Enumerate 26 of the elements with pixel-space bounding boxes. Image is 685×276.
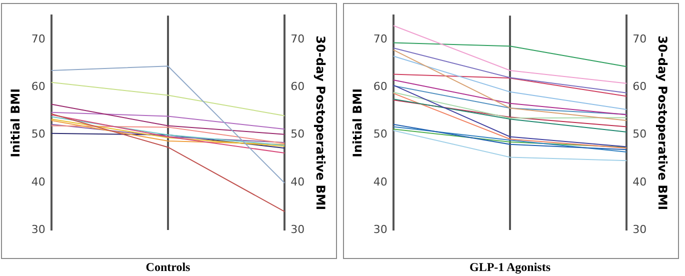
y2-tick-label: 50 bbox=[632, 128, 647, 141]
y2-tick-label: 60 bbox=[632, 80, 647, 93]
y-tick-label: 30 bbox=[373, 223, 388, 236]
y2-tick-label: 50 bbox=[290, 128, 305, 141]
y-tick-label: 50 bbox=[373, 128, 388, 141]
y-tick-label: 50 bbox=[31, 128, 46, 141]
y-tick-label: 60 bbox=[31, 80, 46, 93]
y2-axis-title: 30-day Postoperative BMI bbox=[314, 36, 328, 210]
y-tick-label: 70 bbox=[31, 32, 46, 46]
y2-tick-label: 30 bbox=[290, 223, 305, 236]
y2-tick-label: 60 bbox=[290, 80, 305, 93]
y2-tick-label: 70 bbox=[632, 32, 647, 46]
y-tick-label: 40 bbox=[31, 175, 46, 188]
x-axis-title: GLP-1 Agonists bbox=[469, 260, 551, 274]
y-tick-label: 70 bbox=[373, 32, 388, 46]
x-axis-title: Controls bbox=[146, 260, 191, 274]
y-tick-label: 60 bbox=[373, 80, 388, 93]
y2-tick-label: 40 bbox=[290, 175, 305, 188]
y2-axis-title: 30-day Postoperative BMI bbox=[656, 36, 670, 210]
y2-tick-label: 70 bbox=[290, 32, 305, 46]
y2-tick-label: 40 bbox=[632, 175, 647, 188]
y2-tick-label: 30 bbox=[632, 223, 647, 236]
y-tick-label: 30 bbox=[31, 223, 46, 236]
y-tick-label: 40 bbox=[373, 175, 388, 188]
y-axis-title: Initial BMI bbox=[350, 88, 364, 158]
y-axis-title: Initial BMI bbox=[8, 88, 22, 158]
